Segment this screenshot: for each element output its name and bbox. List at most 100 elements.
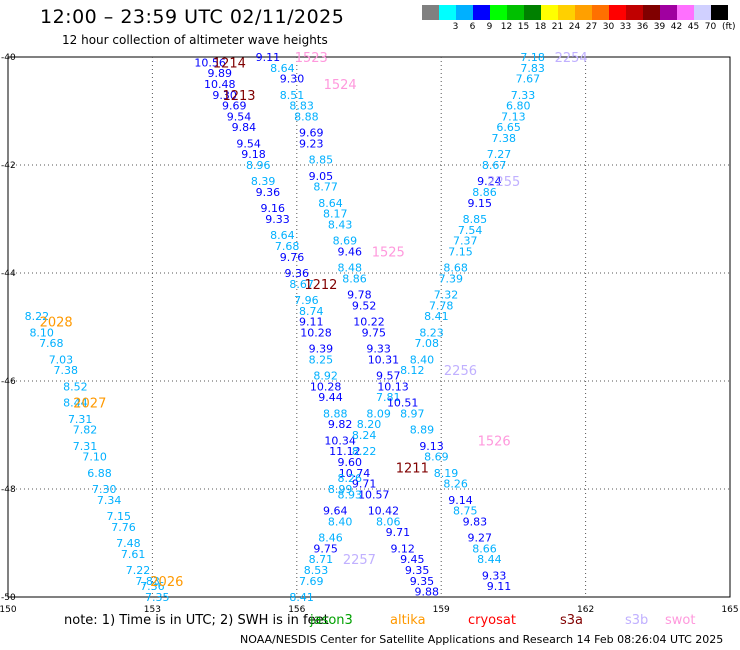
wave-height-value: 8.96 <box>246 159 271 172</box>
wave-height-value: 8.46 <box>318 532 343 545</box>
wave-height-value: 8.71 <box>309 553 334 566</box>
wave-height-value: 8.43 <box>328 218 353 231</box>
wave-height-value: 9.71 <box>352 478 377 491</box>
wave-height-value: 7.83 <box>520 62 545 75</box>
wave-height-value: 7.27 <box>487 148 512 161</box>
wave-height-value: 9.11 <box>256 51 281 64</box>
scale-label: 30 <box>602 22 615 32</box>
wave-height-value: 9.76 <box>280 251 305 264</box>
wave-height-value: 9.27 <box>467 532 492 545</box>
wave-height-value: 9.71 <box>386 526 411 539</box>
wave-height-value: 9.54 <box>236 137 261 150</box>
scale-label: 36 <box>636 22 649 32</box>
scale-label: 42 <box>670 22 683 32</box>
wave-height-value: 9.30 <box>280 73 305 86</box>
pass-time-label: 1211 <box>396 461 429 476</box>
wave-height-value: 7.81 <box>376 391 401 404</box>
pass-time-label: 2255 <box>487 175 520 190</box>
y-tick-label: -50 <box>1 593 16 603</box>
wave-height-value: 8.68 <box>443 262 468 275</box>
wave-height-value: 8.83 <box>289 100 314 113</box>
x-tick-label: 150 <box>0 605 17 615</box>
wave-height-value: 7.15 <box>448 245 473 258</box>
wave-height-value: 9.69 <box>299 127 324 140</box>
wave-height-value: 9.11 <box>487 580 512 593</box>
wave-height-value: 10.57 <box>358 488 390 501</box>
wave-height-value: 9.46 <box>337 245 362 258</box>
scale-swatch <box>473 5 490 20</box>
satellite-legend-altika: altika <box>390 613 426 628</box>
wave-height-value: 9.69 <box>222 100 247 113</box>
pass-time-label: 2256 <box>444 364 477 379</box>
wave-height-value: 7.76 <box>111 521 136 534</box>
wave-height-value: 8.25 <box>309 353 334 366</box>
wave-height-value: 8.52 <box>63 380 88 393</box>
page-title: 12:00 – 23:59 UTC 02/11/2025 <box>40 6 345 28</box>
scale-swatch <box>541 5 558 20</box>
wave-height-value: 7.69 <box>299 575 324 588</box>
wave-height-value: 10.13 <box>377 380 409 393</box>
footnote: note: 1) Time is in UTC; 2) SWH is in fe… <box>64 613 329 628</box>
scale-label: 18 <box>534 22 547 32</box>
wave-height-value: 9.13 <box>419 440 444 453</box>
wave-height-value: 7.39 <box>439 272 464 285</box>
wave-height-value: 8.92 <box>313 370 338 383</box>
wave-height-value: 7.83 <box>135 575 160 588</box>
scale-label: 9 <box>486 22 493 32</box>
wave-height-value: 8.66 <box>472 542 497 555</box>
wave-height-value: 7.15 <box>106 510 131 523</box>
wave-height-value: 8.89 <box>410 424 435 437</box>
wave-height-value: 8.74 <box>299 305 324 318</box>
wave-height-value: 9.64 <box>323 505 348 518</box>
wave-height-value: 8.44 <box>477 553 502 566</box>
wave-height-value: 8.77 <box>313 181 338 194</box>
wave-height-value: 8.26 <box>337 472 362 485</box>
wave-height-value: 9.82 <box>328 418 353 431</box>
wave-height-value: 6.65 <box>496 121 521 134</box>
pass-time-label: 2026 <box>150 575 183 590</box>
wave-height-value: 6.88 <box>87 467 112 480</box>
wave-height-value: 9.35 <box>405 564 430 577</box>
scale-label: 21 <box>551 22 564 32</box>
wave-height-value: 7.68 <box>39 337 64 350</box>
wave-height-value: 8.17 <box>323 208 348 221</box>
wave-height-value: 9.33 <box>265 213 290 226</box>
pass-time-label: 1523 <box>295 51 328 66</box>
wave-height-value: 10.28 <box>300 326 332 339</box>
scale-swatch <box>626 5 643 20</box>
scale-label: 70 <box>704 22 717 32</box>
wave-height-value: 9.30 <box>212 89 237 102</box>
wave-height-value: 8.64 <box>270 62 295 75</box>
wave-height-value: 8.93 <box>337 488 362 501</box>
scale-swatch <box>711 5 728 20</box>
wave-height-value: 9.36 <box>285 267 310 280</box>
wave-height-value: 8.19 <box>434 467 459 480</box>
scale-swatch <box>592 5 609 20</box>
wave-height-value: 9.14 <box>448 494 473 507</box>
wave-height-value: 9.11 <box>299 316 324 329</box>
scale-swatch <box>677 5 694 20</box>
scale-swatch <box>558 5 575 20</box>
wave-height-value: 8.12 <box>400 364 425 377</box>
wave-height-value: 9.12 <box>390 542 415 555</box>
wave-height-value: 7.31 <box>73 440 98 453</box>
satellite-legend-s3b: s3b <box>625 613 649 628</box>
wave-height-value: 8.20 <box>357 418 382 431</box>
wave-height-value: 9.78 <box>347 289 372 302</box>
wave-height-value: 10.31 <box>368 353 400 366</box>
wave-height-value: 8.26 <box>443 478 468 491</box>
wave-height-value: 9.45 <box>400 553 425 566</box>
wave-height-value: 11.12 <box>329 445 361 458</box>
scale-swatch <box>456 5 473 20</box>
scale-swatch <box>609 5 626 20</box>
wave-height-value: 9.54 <box>227 110 252 123</box>
x-tick-label: 159 <box>433 605 450 615</box>
wave-height-value: 8.64 <box>318 197 343 210</box>
wave-height-value: 8.23 <box>419 326 444 339</box>
wave-height-value: 10.28 <box>310 380 342 393</box>
wave-height-value: 10.22 <box>353 316 385 329</box>
wave-height-value: 8.67 <box>289 278 314 291</box>
wave-height-value: 8.53 <box>304 564 329 577</box>
satellite-legend-jason3: jason3 <box>310 613 353 628</box>
wave-height-value: 8.64 <box>270 229 295 242</box>
